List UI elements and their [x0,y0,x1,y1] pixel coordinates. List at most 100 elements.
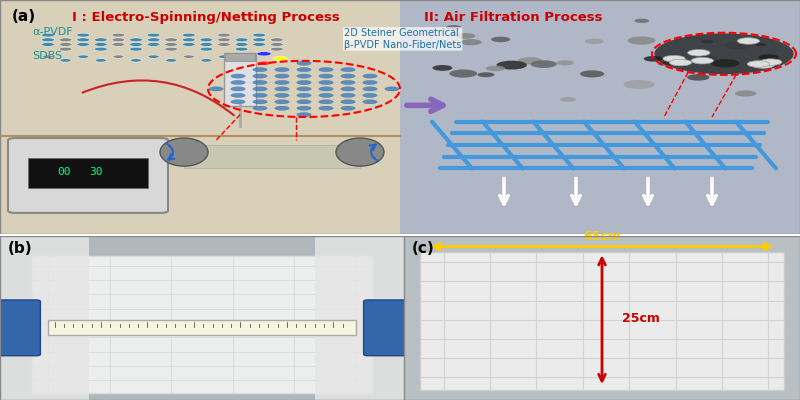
Text: 25cm: 25cm [622,312,660,324]
Ellipse shape [160,138,208,166]
Circle shape [235,42,248,46]
Circle shape [318,87,334,91]
Circle shape [253,87,267,91]
FancyBboxPatch shape [404,236,800,400]
Circle shape [270,38,283,42]
Circle shape [297,112,311,117]
Circle shape [257,52,271,56]
FancyBboxPatch shape [224,53,256,106]
Text: (b): (b) [8,241,33,256]
Circle shape [318,106,334,110]
Circle shape [318,80,334,84]
Circle shape [201,59,212,62]
Circle shape [42,33,54,37]
Circle shape [341,93,355,98]
Circle shape [182,42,195,46]
Circle shape [147,42,160,46]
Circle shape [165,42,178,46]
Circle shape [231,80,246,84]
Circle shape [759,59,782,65]
FancyBboxPatch shape [363,300,408,356]
FancyBboxPatch shape [32,256,372,394]
Circle shape [253,38,266,42]
Circle shape [253,100,267,104]
Circle shape [130,38,142,42]
Circle shape [363,100,378,104]
Circle shape [235,38,248,42]
Circle shape [580,70,604,78]
Circle shape [257,61,271,65]
Text: 65cm: 65cm [583,230,621,242]
Text: 2D Steiner Geometrical
β-PVDF Nano-Fiber/Nets: 2D Steiner Geometrical β-PVDF Nano-Fiber… [344,28,462,50]
Circle shape [147,33,160,37]
Circle shape [433,65,452,71]
Circle shape [275,87,290,91]
FancyBboxPatch shape [48,320,356,335]
Circle shape [663,56,686,62]
Circle shape [253,33,266,37]
Circle shape [59,42,72,46]
Circle shape [270,42,283,46]
Circle shape [235,47,248,51]
Circle shape [95,59,106,62]
Circle shape [165,47,178,51]
FancyBboxPatch shape [0,236,404,400]
Circle shape [460,39,482,45]
FancyBboxPatch shape [8,138,168,213]
Circle shape [42,55,54,58]
FancyBboxPatch shape [0,300,41,356]
Circle shape [77,33,90,37]
Circle shape [446,25,462,30]
Circle shape [297,93,311,98]
Circle shape [130,59,142,62]
Circle shape [78,55,89,58]
Circle shape [318,74,334,78]
Circle shape [654,34,794,74]
Circle shape [77,42,90,46]
Circle shape [297,74,311,78]
Circle shape [253,74,267,78]
FancyBboxPatch shape [0,0,400,234]
Circle shape [231,100,246,104]
Circle shape [275,100,290,104]
Circle shape [363,93,378,98]
Circle shape [688,50,710,56]
Circle shape [341,100,355,104]
Circle shape [113,55,124,58]
Text: SDBS: SDBS [32,51,62,61]
Circle shape [59,38,72,42]
Text: I : Electro-Spinning/Netting Process: I : Electro-Spinning/Netting Process [72,10,340,24]
Circle shape [218,38,230,42]
Circle shape [148,55,159,58]
Circle shape [166,59,177,62]
Circle shape [218,33,230,37]
Circle shape [698,56,718,62]
Circle shape [275,74,290,78]
Circle shape [275,68,290,72]
Circle shape [297,68,311,72]
Circle shape [711,59,739,68]
Circle shape [218,55,230,58]
Circle shape [758,54,779,60]
Circle shape [341,106,355,110]
Circle shape [77,38,90,42]
Text: 00: 00 [58,167,71,177]
Circle shape [182,33,195,37]
Circle shape [747,61,770,67]
Circle shape [385,87,399,91]
Circle shape [94,38,107,42]
Circle shape [687,74,710,81]
Circle shape [756,43,766,46]
Text: 30: 30 [90,167,103,177]
Circle shape [341,68,355,72]
Ellipse shape [336,138,384,166]
Circle shape [623,80,654,89]
Circle shape [560,97,576,102]
Circle shape [112,38,125,42]
Circle shape [59,47,72,51]
Circle shape [318,93,334,98]
Circle shape [112,33,125,37]
Circle shape [530,60,557,68]
Circle shape [644,56,662,62]
Circle shape [231,87,246,91]
